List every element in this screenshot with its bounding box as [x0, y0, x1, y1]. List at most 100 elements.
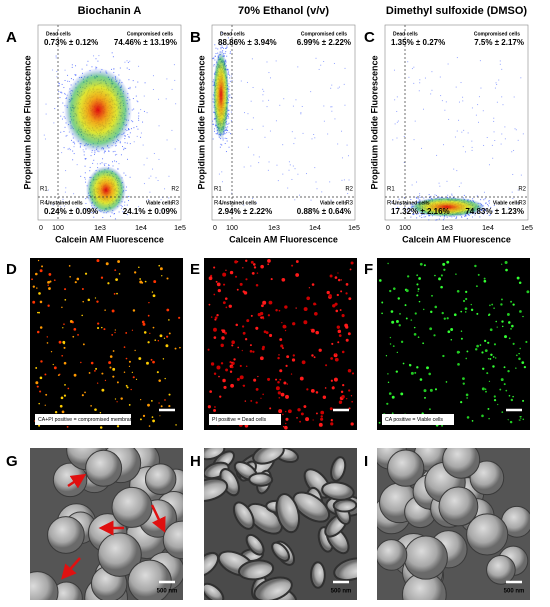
event-dot [120, 154, 122, 156]
cell-signal [419, 378, 423, 381]
cell-signal [160, 405, 163, 408]
event-dot [471, 107, 473, 109]
event-dot [421, 217, 423, 219]
cell-signal [237, 261, 239, 263]
cell-signal [434, 274, 436, 277]
event-dot [137, 81, 139, 83]
cell-signal [96, 382, 99, 384]
cell-signal [287, 409, 292, 414]
cell-signal [262, 300, 267, 305]
cell-signal [244, 338, 248, 341]
cell-signal [347, 332, 351, 336]
cell-signal [210, 362, 215, 366]
cell-signal [142, 322, 146, 326]
cell-signal [63, 394, 67, 397]
cell-signal [132, 309, 136, 312]
cell-signal [63, 346, 66, 349]
event-dot [455, 86, 457, 88]
event-dot [226, 46, 228, 48]
cell-signal [518, 352, 520, 355]
cell-signal [138, 266, 140, 269]
cell-signal [152, 294, 156, 298]
cell-signal [148, 301, 150, 304]
event-dot [268, 99, 270, 101]
event-dot [513, 96, 515, 98]
event-dot [129, 60, 131, 62]
event-dot [144, 82, 146, 84]
cell-signal [278, 409, 283, 414]
cell-signal [399, 313, 401, 315]
cell-signal [112, 350, 115, 352]
event-dot [108, 164, 110, 166]
event-dot [68, 80, 70, 82]
cell-signal [109, 366, 112, 369]
cell-signal [116, 425, 120, 428]
event-dot [443, 144, 445, 146]
column-title: Biochanin A [78, 5, 142, 17]
event-dot [488, 200, 490, 202]
event-dot [341, 157, 343, 159]
cell-signal [159, 267, 163, 271]
cell-signal [389, 343, 392, 345]
event-dot [115, 145, 117, 147]
cell-signal [278, 309, 281, 312]
cell-signal [158, 264, 161, 267]
cell-signal [279, 338, 283, 342]
event-dot [217, 52, 219, 54]
cell-signal [453, 313, 457, 317]
event-dot [262, 125, 264, 127]
cell-signal [128, 365, 131, 367]
cell-signal [267, 314, 271, 317]
event-dot [501, 96, 503, 98]
quadrant-name: Unstained cells [393, 200, 430, 206]
event-dot [403, 136, 405, 138]
event-dot [227, 68, 229, 70]
event-dot [443, 217, 445, 219]
cell-signal [295, 273, 300, 277]
column-title: Dimethyl sulfoxide (DMSO) [386, 5, 528, 17]
cell-signal [465, 393, 469, 397]
cell-signal [236, 377, 240, 381]
cell-signal [508, 337, 511, 340]
cell-signal [229, 360, 232, 364]
event-dot [456, 216, 458, 218]
cell-signal [410, 319, 413, 321]
x-tick-label: 1e4 [482, 225, 494, 232]
event-dot [442, 219, 444, 221]
event-dot [47, 189, 49, 191]
cell-signal [166, 308, 170, 312]
x-tick-label: 1e3 [94, 225, 106, 232]
cell-signal [284, 425, 288, 430]
event-dot [228, 83, 230, 85]
cell-signal [482, 367, 485, 370]
event-dot [54, 108, 56, 110]
cell-signal [223, 385, 227, 389]
cell-signal [501, 325, 504, 328]
cell-signal [413, 332, 417, 336]
cell-signal [282, 347, 284, 349]
cell-signal [419, 262, 423, 266]
event-dot [140, 132, 142, 134]
cell-signal [465, 311, 467, 313]
cell-signal [144, 280, 147, 283]
event-dot [329, 181, 331, 183]
cell-signal [348, 407, 351, 410]
event-dot [418, 90, 420, 92]
y-axis-label: Propidium Iodide Fluorescence [196, 55, 206, 189]
cell-signal [252, 350, 255, 353]
event-dot [392, 139, 394, 141]
cell-signal [391, 395, 395, 399]
event-dot [85, 181, 87, 183]
cell-signal [231, 361, 233, 364]
event-dot [252, 87, 254, 89]
cell-signal [164, 377, 166, 380]
cell-debris [332, 498, 357, 513]
event-dot [495, 82, 497, 84]
event-dot [508, 207, 510, 209]
cell-signal [123, 371, 126, 373]
cell-signal [465, 297, 468, 301]
cell-signal [280, 344, 284, 348]
event-dot [227, 126, 229, 128]
cell-signal [253, 266, 257, 269]
x-tick-label: 100 [399, 225, 411, 232]
